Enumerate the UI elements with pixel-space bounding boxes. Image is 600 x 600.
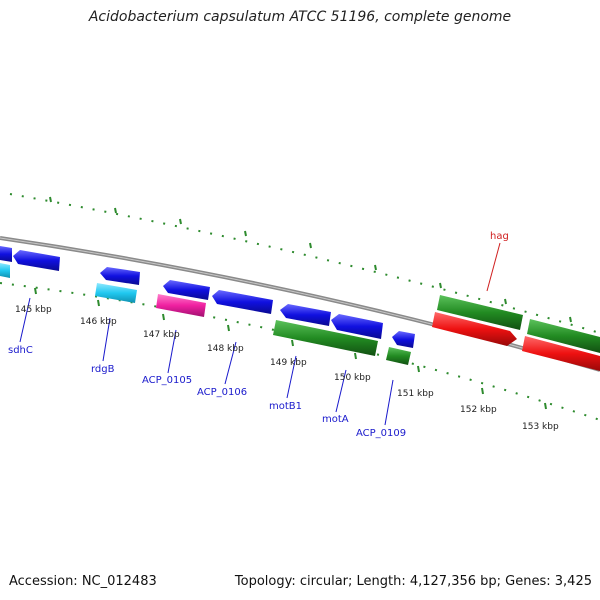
gene-block-cyan[interactable]	[95, 283, 137, 303]
kbp-label: 149 kbp	[270, 358, 307, 368]
genome-backbone	[0, 236, 600, 372]
gene-block-green[interactable]	[437, 295, 523, 330]
gene-block-red[interactable]	[432, 312, 517, 346]
page-title: Acidobacterium capsulatum ATCC 51196, co…	[88, 9, 512, 25]
topology-text: Topology: circular; Length: 4,127,356 bp…	[234, 574, 592, 589]
kbp-label: 150 kbp	[334, 373, 371, 383]
gene-block-red[interactable]	[522, 336, 600, 371]
kbp-label: 147 kbp	[143, 330, 180, 340]
inner-tick-track	[0, 282, 600, 421]
gene-label-hag[interactable]: hag	[490, 231, 509, 242]
gene-label-motB1[interactable]: motB1	[269, 401, 302, 412]
kbp-label: 153 kbp	[522, 422, 559, 432]
kbp-label: 151 kbp	[397, 389, 434, 399]
gene-blocks	[0, 246, 600, 371]
gene-label-motA[interactable]: motA	[322, 414, 349, 425]
gene-block-blue[interactable]	[13, 250, 60, 271]
gene-label-ACP-0109[interactable]: ACP_0109	[356, 428, 406, 439]
outer-tick-track	[9, 193, 600, 334]
label-leader-hag	[486, 242, 501, 292]
gene-block-blue[interactable]	[0, 246, 12, 262]
gene-labels: sdhC rdgB ACP_0105 ACP_0106 motB1 motA A…	[8, 231, 509, 439]
kbp-label: 146 kbp	[80, 317, 117, 327]
gene-block-green[interactable]	[527, 319, 600, 353]
gene-label-sdhC[interactable]: sdhC	[8, 345, 33, 356]
kbp-labels: 145 kbp 146 kbp 147 kbp 148 kbp 149 kbp …	[15, 305, 559, 432]
gene-block-blue[interactable]	[212, 290, 273, 314]
gene-block-blue[interactable]	[280, 304, 331, 326]
gene-label-ACP-0105[interactable]: ACP_0105	[142, 375, 192, 386]
gene-block-magenta[interactable]	[156, 294, 206, 317]
gene-block-green[interactable]	[386, 347, 411, 365]
gene-label-ACP-0106[interactable]: ACP_0106	[197, 387, 247, 398]
accession-text: Accession: NC_012483	[9, 574, 157, 589]
gene-label-rdgB[interactable]: rdgB	[91, 364, 115, 375]
kbp-label: 152 kbp	[460, 405, 497, 415]
gene-block-blue[interactable]	[100, 267, 140, 285]
gene-block-blue[interactable]	[331, 314, 383, 339]
kbp-label: 148 kbp	[207, 344, 244, 354]
gene-block-blue[interactable]	[163, 280, 210, 300]
kbp-label: 145 kbp	[15, 305, 52, 315]
gene-block-green[interactable]	[273, 320, 378, 356]
label-leaders	[19, 297, 394, 426]
gene-block-blue[interactable]	[392, 331, 415, 348]
gene-block-cyan[interactable]	[0, 263, 10, 278]
